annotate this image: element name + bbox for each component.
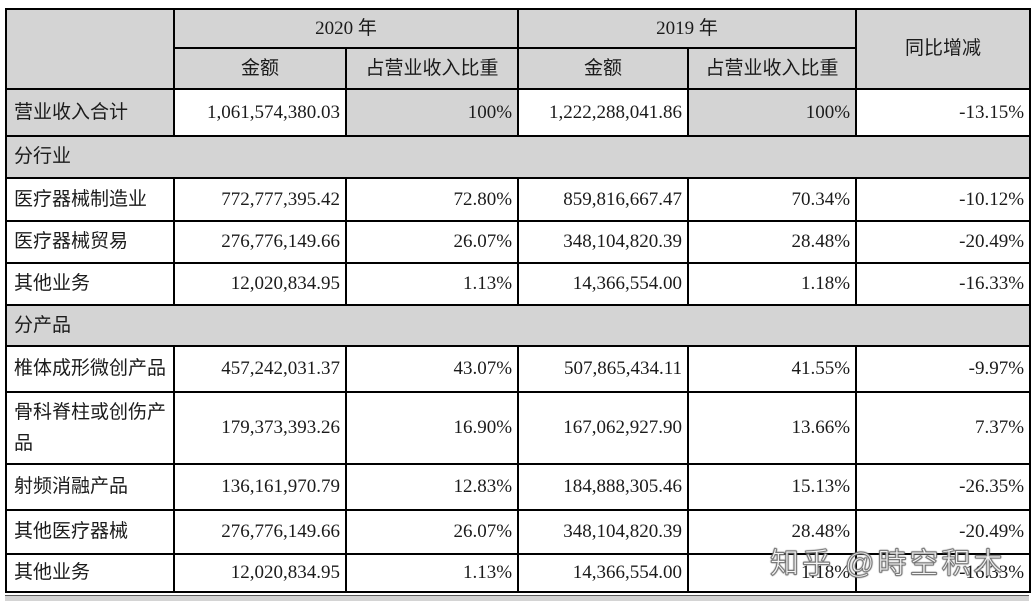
section-row-by-industry: 分行业 — [4, 135, 1032, 179]
share-2019: 28.48% — [687, 509, 858, 555]
share-2019: 1.18% — [687, 262, 858, 306]
table-row: 骨科脊柱或创伤产品 179,373,393.26 16.90% 167,062,… — [5, 391, 1032, 465]
amount-2020: 136,161,970.79 — [173, 463, 347, 511]
yoy-change: -10.12% — [855, 177, 1032, 222]
table-row-total-revenue: 营业收入合计 1,061,574,380.03 100% 1,222,288,0… — [5, 88, 1032, 137]
header-row-years: 2020 年 2019 年 同比增减 — [5, 8, 1032, 90]
share-2020: 1.13% — [344, 553, 520, 593]
header-row-measures: 金额 占营业收入比重 金额 占营业收入比重 — [6, 47, 1030, 90]
amount-2019: 1,222,288,041.86 — [517, 88, 690, 137]
row-label: 其他业务 — [5, 262, 175, 306]
year-2020-header: 2020 年 — [172, 8, 520, 49]
yoy-change-header: 同比增减 — [855, 8, 1032, 90]
amount-2020: 276,776,149.66 — [173, 509, 347, 555]
amount-2019: 507,865,434.11 — [517, 345, 690, 393]
amount-2019: 348,104,820.39 — [517, 509, 690, 555]
amount-2020-header: 金额 — [173, 47, 347, 90]
table-row: 其他业务 12,020,834.95 1.13% 14,366,554.00 1… — [5, 262, 1032, 306]
yoy-change: -16.33% — [855, 262, 1032, 306]
row-label: 射频消融产品 — [5, 463, 175, 511]
share-2019: 15.13% — [687, 463, 858, 511]
amount-2019: 859,816,667.47 — [517, 177, 690, 222]
yoy-change: -20.49% — [855, 220, 1032, 264]
yoy-change: -16.33% — [855, 553, 1032, 593]
table-row: 其他业务 12,020,834.95 1.13% 14,366,554.00 1… — [5, 553, 1032, 593]
yoy-change: -9.97% — [855, 345, 1032, 393]
amount-2020: 276,776,149.66 — [173, 220, 347, 264]
section-title: 分产品 — [4, 304, 1032, 347]
amount-2020: 12,020,834.95 — [173, 262, 347, 306]
amount-2019: 348,104,820.39 — [517, 220, 690, 264]
share-2020: 1.13% — [344, 262, 520, 306]
table-row: 椎体成形微创产品 457,242,031.37 43.07% 507,865,4… — [5, 345, 1032, 393]
amount-2020: 12,020,834.95 — [173, 553, 347, 593]
row-label: 其他业务 — [5, 553, 175, 593]
yoy-change: 7.37% — [855, 391, 1032, 465]
share-2020: 72.80% — [344, 177, 520, 222]
share-2020: 16.90% — [344, 391, 520, 465]
amount-2019: 14,366,554.00 — [517, 553, 690, 593]
year-2019-header: 2019 年 — [517, 8, 858, 49]
share-2019: 28.48% — [687, 220, 858, 264]
share-2020: 100% — [344, 88, 520, 137]
amount-2020: 1,061,574,380.03 — [173, 88, 347, 137]
yoy-change: -20.49% — [855, 509, 1032, 555]
share-2019: 100% — [687, 88, 858, 137]
row-label: 骨科脊柱或创伤产品 — [5, 391, 175, 465]
share-2019: 13.66% — [687, 391, 858, 465]
amount-2019: 167,062,927.90 — [517, 391, 690, 465]
amount-2020: 179,373,393.26 — [173, 391, 347, 465]
share-2020: 26.07% — [344, 220, 520, 264]
share-2019: 70.34% — [687, 177, 858, 222]
row-label: 椎体成形微创产品 — [5, 345, 175, 393]
section-row-by-product: 分产品 — [4, 304, 1032, 347]
amount-2019-header: 金额 — [517, 47, 690, 90]
table-row: 医疗器械制造业 772,777,395.42 72.80% 859,816,66… — [5, 177, 1032, 222]
revenue-breakdown-table: 2020 年 2019 年 同比增减 金额 占营业收入比重 金额 占营业收入比重… — [4, 8, 1032, 593]
row-label: 营业收入合计 — [5, 88, 175, 137]
amount-2020: 772,777,395.42 — [173, 177, 347, 222]
row-label: 医疗器械贸易 — [5, 220, 175, 264]
share-2020: 26.07% — [344, 509, 520, 555]
table-row: 射频消融产品 136,161,970.79 12.83% 184,888,305… — [5, 463, 1032, 511]
amount-2019: 14,366,554.00 — [517, 262, 690, 306]
corner-cell — [5, 8, 175, 90]
row-label: 其他医疗器械 — [5, 509, 175, 555]
share-2019-header: 占营业收入比重 — [687, 47, 858, 90]
share-2020: 43.07% — [344, 345, 520, 393]
share-2019: 1.18% — [687, 553, 858, 593]
share-2020: 12.83% — [344, 463, 520, 511]
yoy-change: -13.15% — [855, 88, 1032, 137]
table-row: 其他医疗器械 276,776,149.66 26.07% 348,104,820… — [5, 509, 1032, 555]
next-section-row-sliver — [5, 595, 1029, 601]
amount-2019: 184,888,305.46 — [517, 463, 690, 511]
share-2020-header: 占营业收入比重 — [344, 47, 520, 90]
section-title: 分行业 — [4, 135, 1032, 179]
row-label: 医疗器械制造业 — [5, 177, 175, 222]
table-row: 医疗器械贸易 276,776,149.66 26.07% 348,104,820… — [5, 220, 1032, 264]
amount-2020: 457,242,031.37 — [173, 345, 347, 393]
share-2019: 41.55% — [687, 345, 858, 393]
yoy-change: -26.35% — [855, 463, 1032, 511]
